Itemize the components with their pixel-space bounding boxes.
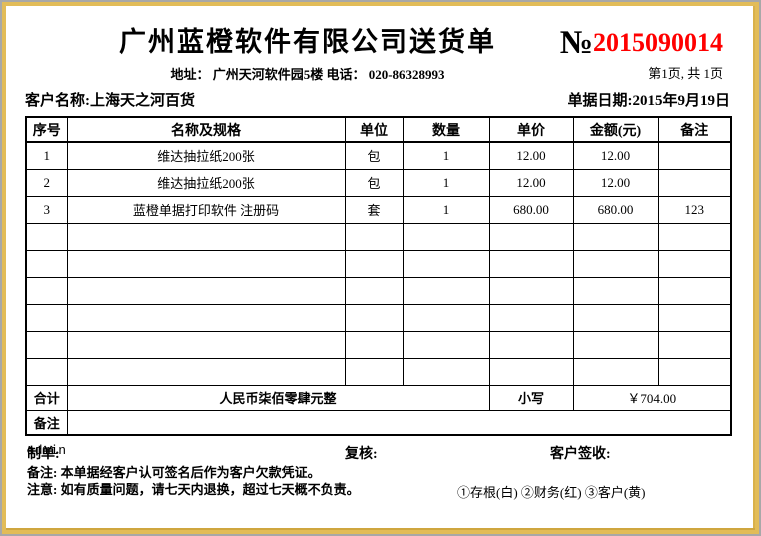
col-header-unit: 单位	[344, 116, 404, 143]
table-header-row: 序号 名称及规格 单位 数量 单价 金额(元) 备注	[25, 116, 732, 143]
cell-unit: 包	[344, 141, 404, 170]
cell-qty: 1	[402, 168, 490, 197]
cell-note: 123	[657, 195, 732, 224]
cell-amount: 12.00	[572, 168, 659, 197]
total-row: 合计 人民币柒佰零肆元整 小写 ￥704.00	[25, 384, 732, 411]
footer-note-2: 注意: 如有质量问题，请七天内退换，超过七天概不负责。	[27, 482, 360, 497]
order-date-value: 2015年9月19日	[632, 93, 730, 109]
checker-label: 复核:	[345, 447, 378, 462]
total-small-value: ￥704.00	[572, 384, 732, 411]
doc-number-block: №2015090014 第1页, 共 1页	[559, 25, 723, 82]
customer-name: 客户名称:上海天之河百货	[25, 89, 195, 110]
doc-number-prefix: №	[559, 25, 593, 61]
cell-note	[657, 141, 732, 170]
doc-number: №2015090014	[559, 25, 723, 61]
header-block: 广州蓝橙软件有限公司送货单 地址： 广州天河软件园5楼 电话： 020-8632…	[25, 26, 590, 83]
company-title: 广州蓝橙软件有限公司送货单	[119, 27, 496, 57]
doc-number-value: 2015090014	[593, 28, 723, 57]
cell-note	[657, 168, 732, 197]
footer-note-1: 备注: 本单据经客户认可签名后作为客户欠款凭证。	[27, 465, 321, 480]
company-address: 地址： 广州天河软件园5楼 电话： 020-86328993	[170, 67, 445, 82]
remark-row: 备注	[25, 409, 732, 436]
meta-row: 客户名称:上海天之河百货 单据日期:2015年9月19日	[25, 89, 730, 110]
cell-unit: 套	[344, 195, 404, 224]
total-small-label: 小写	[488, 384, 574, 411]
cell-seq: 3	[25, 195, 68, 224]
col-header-qty: 数量	[402, 116, 490, 143]
cell-unit: 包	[344, 168, 404, 197]
cell-qty: 1	[402, 195, 490, 224]
empty-table-row	[25, 330, 732, 359]
cell-seq: 2	[25, 168, 68, 197]
copies-legend: ①存根(白) ②财务(红) ③客户(黄)	[457, 485, 646, 500]
items-table: 序号 名称及规格 单位 数量 单价 金额(元) 备注 1 维达抽拉纸200张 包…	[25, 116, 732, 436]
empty-table-row	[25, 357, 732, 386]
remark-value	[66, 409, 732, 436]
cell-name: 蓝橙单据打印软件 注册码	[66, 195, 346, 224]
empty-table-row	[25, 303, 732, 332]
empty-table-row	[25, 222, 732, 251]
table-row: 3 蓝橙单据打印软件 注册码 套 1 680.00 680.00 123	[25, 195, 732, 224]
footer-notes: 备注: 本单据经客户认可签名后作为客户欠款凭证。 注意: 如有质量问题，请七天内…	[27, 464, 360, 498]
col-header-amount: 金额(元)	[572, 116, 659, 143]
customer-sign-label: 客户签收:	[550, 447, 611, 462]
table-row: 2 维达抽拉纸200张 包 1 12.00 12.00	[25, 168, 732, 197]
cell-price: 12.00	[488, 141, 574, 170]
cell-price: 12.00	[488, 168, 574, 197]
customer-name-label: 客户名称:	[25, 93, 90, 109]
maker-label: 制单:	[27, 447, 60, 462]
col-header-note: 备注	[657, 116, 732, 143]
total-amount-in-words: 人民币柒佰零肆元整	[66, 384, 490, 411]
order-date: 单据日期:2015年9月19日	[567, 89, 730, 110]
cell-amount: 12.00	[572, 141, 659, 170]
total-label: 合计	[25, 384, 68, 411]
col-header-price: 单价	[488, 116, 574, 143]
customer-name-value: 上海天之河百货	[90, 93, 196, 109]
cell-amount: 680.00	[572, 195, 659, 224]
empty-table-row	[25, 249, 732, 278]
table-row: 1 维达抽拉纸200张 包 1 12.00 12.00	[25, 141, 732, 170]
cell-name: 维达抽拉纸200张	[66, 168, 346, 197]
page-info: 第1页, 共 1页	[648, 66, 723, 81]
col-header-name: 名称及规格	[66, 116, 346, 143]
order-date-label: 单据日期:	[567, 93, 633, 109]
maker-field: 制单: admin	[27, 443, 67, 462]
signing-row: 制单: admin 复核: 客户签收:	[25, 443, 730, 463]
maker-value: admin	[27, 443, 67, 458]
remark-label: 备注	[25, 409, 68, 436]
cell-name: 维达抽拉纸200张	[66, 141, 346, 170]
cell-qty: 1	[402, 141, 490, 170]
col-header-seq: 序号	[25, 116, 68, 143]
cell-price: 680.00	[488, 195, 574, 224]
cell-seq: 1	[25, 141, 68, 170]
empty-table-row	[25, 276, 732, 305]
